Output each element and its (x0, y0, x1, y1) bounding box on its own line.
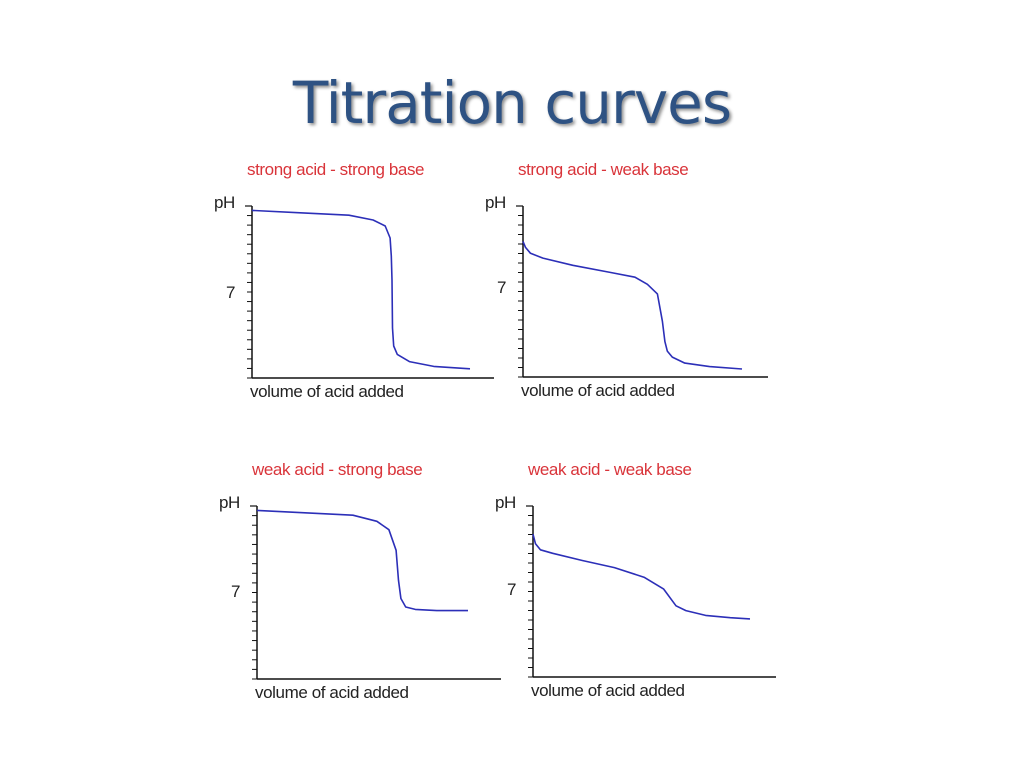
y-tick-label-7: 7 (231, 582, 241, 601)
y-axis-label: pH (485, 193, 506, 212)
y-tick-label-7: 7 (497, 278, 507, 297)
x-axis-label: volume of acid added (250, 382, 404, 401)
x-axis-label: volume of acid added (255, 683, 409, 702)
x-axis-label: volume of acid added (521, 381, 675, 400)
y-axis-label: pH (495, 493, 516, 512)
x-axis-label: volume of acid added (531, 681, 685, 700)
titration-curve (522, 241, 743, 370)
titration-curve (251, 209, 471, 370)
y-axis-label: pH (214, 193, 235, 212)
slide-title: Titration curves (292, 69, 732, 137)
titration-curve (532, 533, 751, 620)
titration-curve (256, 509, 468, 612)
y-tick-label-7: 7 (507, 580, 517, 599)
chart-title: strong acid - strong base (247, 160, 425, 179)
chart-title: weak acid - strong base (252, 460, 423, 479)
chart-title: strong acid - weak base (518, 160, 689, 179)
y-tick-label-7: 7 (226, 283, 236, 302)
y-axis-label: pH (219, 493, 240, 512)
chart-title: weak acid - weak base (528, 460, 692, 479)
